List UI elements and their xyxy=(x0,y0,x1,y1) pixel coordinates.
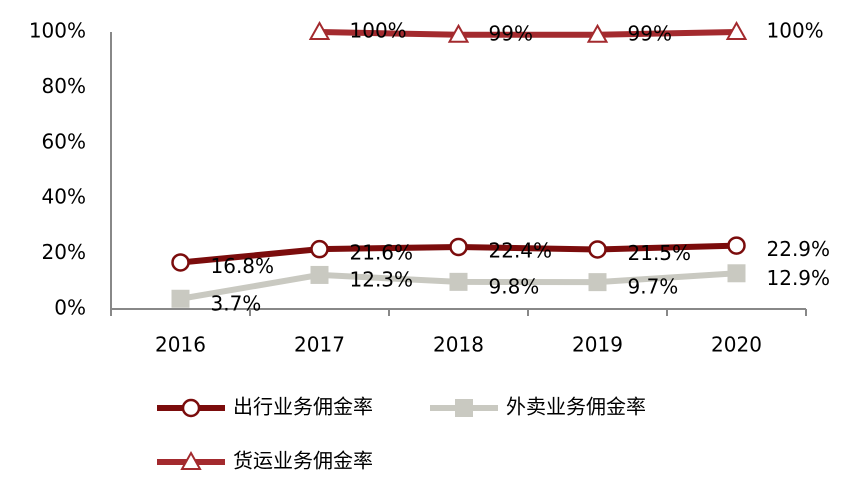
data-point xyxy=(449,272,468,291)
value-label: 99% xyxy=(628,21,672,45)
y-tick-label: 20% xyxy=(42,240,86,264)
y-tick-label: 60% xyxy=(42,129,86,153)
value-label: 21.6% xyxy=(350,241,414,265)
legend-label: 出行业务佣金率 xyxy=(233,395,373,419)
data-point xyxy=(171,289,190,308)
value-label: 22.9% xyxy=(767,237,831,261)
value-label: 12.9% xyxy=(767,266,831,290)
x-tick-label: 2017 xyxy=(294,333,345,357)
data-point xyxy=(588,273,607,292)
data-point xyxy=(310,265,329,284)
data-point xyxy=(586,23,609,43)
y-tick-label: 100% xyxy=(29,19,86,43)
legend-label: 货运业务佣金率 xyxy=(233,449,373,473)
x-axis-ticks xyxy=(110,309,807,316)
value-label: 100% xyxy=(350,19,407,43)
data-point xyxy=(310,239,329,259)
series-line xyxy=(319,29,737,38)
legend-marker xyxy=(181,398,201,418)
data-point xyxy=(588,240,607,259)
x-tick-label: 2019 xyxy=(572,333,623,357)
y-tick-label: 0% xyxy=(54,296,86,320)
value-label: 99% xyxy=(489,21,533,45)
legend-label: 外卖业务佣金率 xyxy=(506,395,646,419)
data-point xyxy=(725,20,748,40)
value-label: 21.5% xyxy=(628,241,692,265)
data-point xyxy=(171,253,190,272)
value-label: 3.7% xyxy=(211,291,262,315)
x-tick-label: 2020 xyxy=(711,333,762,357)
x-tick-label: 2018 xyxy=(433,333,484,357)
y-tick-label: 80% xyxy=(42,74,86,98)
data-point xyxy=(727,264,746,283)
value-label: 9.8% xyxy=(489,274,540,298)
data-point xyxy=(308,20,331,40)
legend-marker xyxy=(180,450,202,470)
x-tick-label: 2016 xyxy=(155,333,206,357)
value-label: 12.3% xyxy=(350,267,414,291)
value-label: 100% xyxy=(767,19,824,43)
data-point xyxy=(727,236,746,255)
value-label: 22.4% xyxy=(489,238,553,262)
data-point xyxy=(449,237,468,257)
value-label: 9.7% xyxy=(628,275,679,299)
y-tick-label: 40% xyxy=(42,185,86,209)
value-label: 16.8% xyxy=(211,254,275,278)
legend-marker xyxy=(455,399,473,417)
data-point xyxy=(447,23,470,43)
